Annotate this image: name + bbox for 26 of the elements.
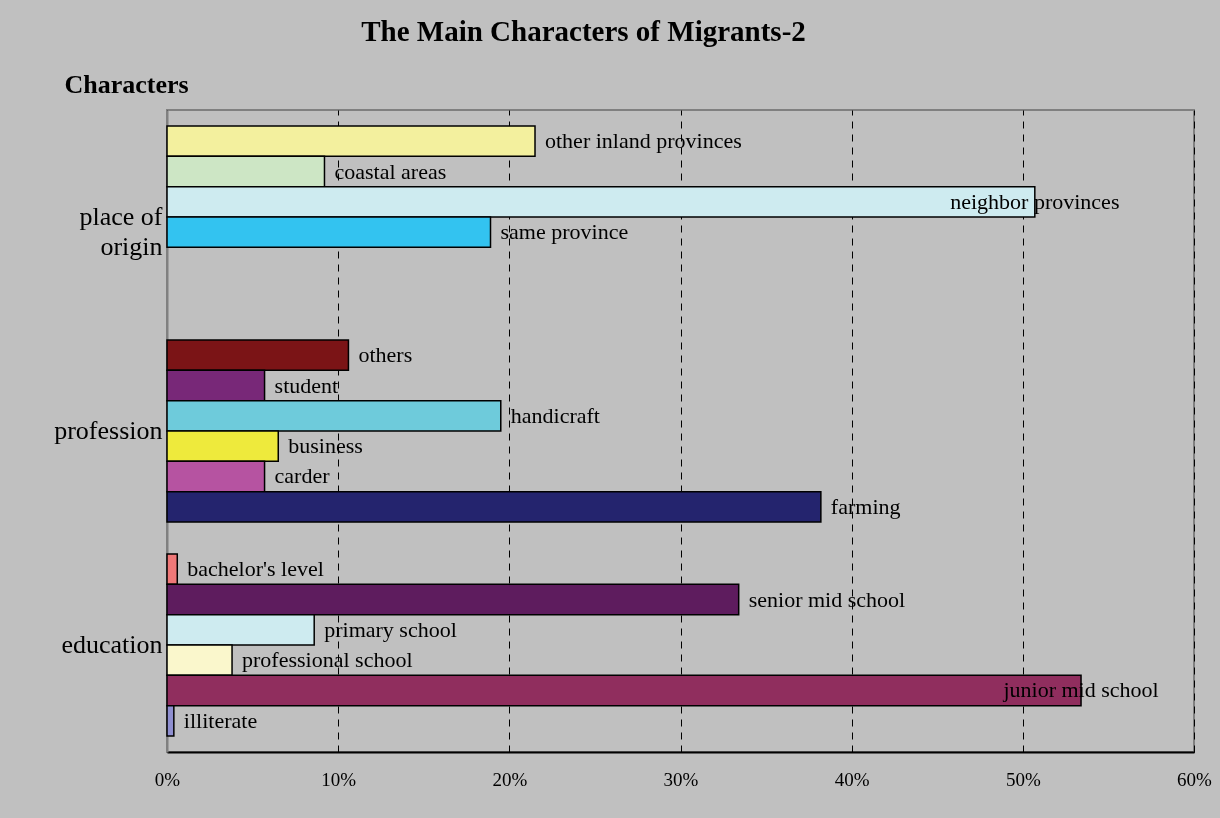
series-label: bachelor's level	[187, 556, 324, 582]
chart-title: The Main Characters of Migrants-2	[361, 15, 806, 47]
series-label: business	[288, 433, 363, 459]
series-label: others	[358, 342, 413, 368]
x-tick-label: 50%	[1005, 768, 1041, 790]
y-axis-title: Characters	[64, 69, 189, 99]
x-tick-label: 10%	[321, 768, 357, 790]
x-tick-label: 20%	[492, 768, 528, 790]
y-tick-label: place of origin	[79, 202, 163, 261]
series-label: professional school	[242, 647, 413, 673]
y-tick-label: profession	[54, 416, 163, 445]
y-tick-label: education	[61, 630, 163, 659]
series-label: farming	[830, 493, 901, 519]
x-tick-label: 30%	[663, 768, 699, 790]
x-tick-label: 40%	[834, 768, 870, 790]
series-label: same province	[500, 219, 629, 245]
series-label: illiterate	[183, 707, 258, 733]
series-label: coastal areas	[334, 158, 447, 184]
x-tick-label: 60%	[1177, 768, 1213, 790]
series-label: primary school	[324, 616, 457, 642]
series-label: other inland provinces	[545, 128, 742, 154]
series-label: senior mid school	[748, 586, 906, 612]
x-tick-label: 0%	[154, 768, 181, 790]
series-label: handicraft	[510, 402, 600, 428]
series-label: student	[274, 372, 339, 398]
series-label: carder	[274, 463, 331, 489]
